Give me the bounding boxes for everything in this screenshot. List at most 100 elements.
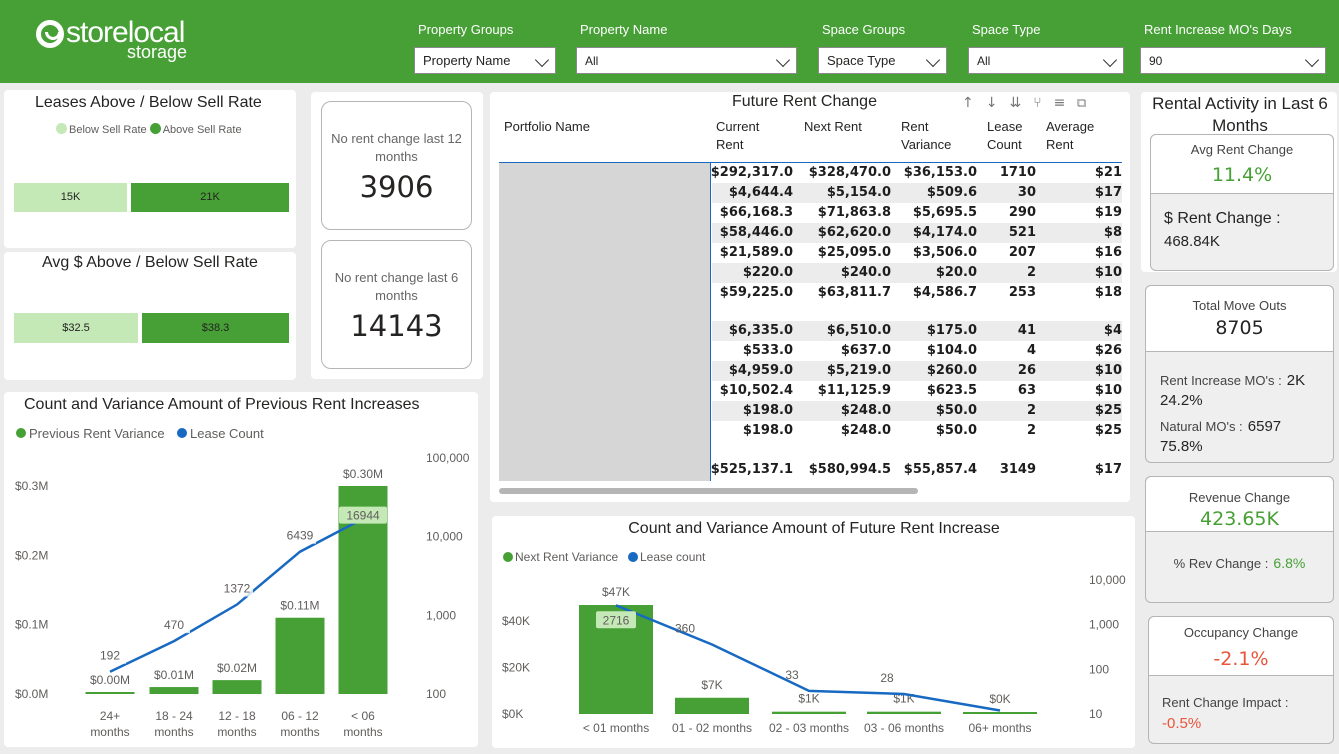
table-row[interactable]: $198.0 $248.0 $50.0 2 $25 xyxy=(712,421,1122,441)
rev-change-pct-label: % Rev Change : xyxy=(1173,556,1269,571)
legend-lease-count: Lease Count xyxy=(190,426,264,441)
legend-lease-count: Lease count xyxy=(640,550,706,564)
line-label-bg xyxy=(284,527,316,544)
y-left-tick-label: $0.0M xyxy=(15,687,48,701)
table-cell: $623.5 xyxy=(926,383,977,398)
y-right-tick-label: 100 xyxy=(1089,662,1109,676)
table-cell: $21,589.0 xyxy=(719,245,793,260)
sort-ascending-icon[interactable]: ↑ xyxy=(962,95,986,111)
line-label-bg xyxy=(339,506,387,524)
table-row[interactable]: $10,502.4 $11,125.9 $623.5 63 $10 xyxy=(712,381,1122,401)
col-header-lease-count[interactable]: Lease Count xyxy=(987,119,1023,152)
avg-above-bar[interactable]: $38.3 xyxy=(142,313,289,343)
line-data-label: 16944 xyxy=(346,509,380,523)
table-row[interactable]: $533.0 $637.0 $104.0 4 $26 xyxy=(712,341,1122,361)
col-header-current-rent[interactable]: Current Rent xyxy=(716,119,760,152)
x-tick-label: 02 - 03 months xyxy=(769,721,849,735)
table-row[interactable]: $66,168.3 $71,863.8 $5,695.5 290 $19 xyxy=(712,203,1122,223)
table-row[interactable]: $59,225.0 $63,811.7 $4,586.7 253 $18 xyxy=(712,283,1122,303)
y-right-tick-label: 100 xyxy=(426,687,446,701)
table-cell: $580,994.5 xyxy=(808,462,891,477)
table-cell: $11,125.9 xyxy=(817,383,891,398)
table-row[interactable]: $220.0 $240.0 $20.0 2 $10 xyxy=(712,263,1122,283)
bar-data-label: $0.01M xyxy=(154,668,194,682)
line-data-label: 33 xyxy=(785,668,799,682)
table-row[interactable]: $198.0 $248.0 $50.0 2 $25 xyxy=(712,401,1122,421)
col-header-next-rent[interactable]: Next Rent xyxy=(804,119,862,134)
legend-prev-variance: Previous Rent Variance xyxy=(29,426,165,441)
sort-descending-icon[interactable]: ↓ xyxy=(985,95,1010,111)
table-cell: $16 xyxy=(1094,245,1122,260)
focus-mode-icon[interactable]: ⧉ xyxy=(1077,95,1098,111)
table-cell: $248.0 xyxy=(840,423,891,438)
move-outs-card: Total Move Outs 8705 Rent Increase MO's … xyxy=(1145,285,1334,463)
rent-increase-mo-line: Rent Increase MO's : 2K xyxy=(1160,370,1305,389)
property-groups-value: Property Name xyxy=(423,53,511,68)
bar-next-variance xyxy=(963,712,1037,714)
property-name-dropdown[interactable]: All xyxy=(576,47,797,74)
table-cell: 2 xyxy=(1026,403,1036,418)
col-header-portfolio[interactable]: Portfolio Name xyxy=(504,119,590,134)
table-row[interactable]: $292,317.0 $328,470.0 $36,153.0 1710 $21 xyxy=(711,163,1122,183)
table-cell: $4,174.0 xyxy=(912,225,977,240)
table-row[interactable]: $4,644.4 $5,154.0 $509.6 30 $17 xyxy=(712,183,1122,203)
table-total-row[interactable]: $525,137.1 $580,994.5 $55,857.4 3149 $17 xyxy=(710,460,1122,480)
legend-dot-prev-variance xyxy=(16,428,26,438)
drill-icon[interactable]: ⑂ xyxy=(1033,95,1054,111)
x-tick-label: 06 - 12 months xyxy=(280,709,319,739)
table-cell: $36,153.0 xyxy=(903,165,977,180)
logo-brand: storelocal xyxy=(66,16,185,49)
table-cell: $25 xyxy=(1094,403,1122,418)
table-cell: $18 xyxy=(1094,285,1122,300)
move-outs-label: Total Move Outs xyxy=(1192,298,1287,313)
col-header-rent-variance[interactable]: Rent Variance xyxy=(901,119,952,152)
lease-count-line xyxy=(109,517,364,673)
avg-below-bar[interactable]: $32.5 xyxy=(14,313,138,343)
bar-prev-variance xyxy=(85,692,135,694)
table-cell: $509.6 xyxy=(926,185,977,200)
table-cell: 30 xyxy=(1017,185,1036,200)
table-cell: $525,137.1 xyxy=(710,462,793,477)
space-groups-dropdown[interactable]: Space Type xyxy=(818,47,947,74)
leases-below-bar[interactable]: 15K xyxy=(14,183,127,212)
leases-above-below-title: Leases Above / Below Sell Rate xyxy=(35,94,262,111)
col-header-avg-rent-increase[interactable]: Average Rent Increase xyxy=(1046,119,1096,156)
table-toolbar: ↑↓⇊⑂≡⧉ xyxy=(962,95,1098,111)
slicer-label-space-type: Space Type xyxy=(972,22,1041,37)
table-cell: $58,446.0 xyxy=(719,225,793,240)
table-row[interactable]: $6,335.0 $6,510.0 $175.0 41 $4 xyxy=(712,321,1122,341)
expand-all-icon[interactable]: ⇊ xyxy=(1009,95,1034,111)
table-row[interactable]: $4,959.0 $5,219.0 $260.0 26 $10 xyxy=(712,361,1122,381)
table-cell: $8 xyxy=(1103,225,1122,240)
table-row[interactable]: $58,446.0 $62,620.0 $4,174.0 521 $8 xyxy=(712,223,1122,243)
table-cell: 1710 xyxy=(999,165,1036,180)
table-cell: $328,470.0 xyxy=(808,165,891,180)
bar-data-label: $1K xyxy=(798,692,819,706)
natural-mo-line: Natural MO's : 6597 xyxy=(1160,416,1281,435)
table-cell: $10 xyxy=(1094,265,1122,280)
move-outs-value: 8705 xyxy=(1215,317,1264,339)
y-left-tick-label: $0.2M xyxy=(15,548,48,562)
space-type-dropdown[interactable]: All xyxy=(968,47,1124,74)
leases-above-bar[interactable]: 21K xyxy=(131,183,289,212)
table-horizontal-scrollbar[interactable] xyxy=(499,488,918,494)
table-cell: 2 xyxy=(1026,423,1036,438)
avg-rent-change-header xyxy=(1150,134,1334,194)
legend-dot-below xyxy=(56,123,67,134)
property-groups-dropdown[interactable]: Property Name xyxy=(414,47,556,74)
table-row[interactable]: $21,589.0 $25,095.0 $3,506.0 207 $16 xyxy=(712,243,1122,263)
y-left-tick-label: $40K xyxy=(502,614,530,628)
rent-increase-days-value: 90 xyxy=(1149,54,1163,68)
filter-icon[interactable]: ≡ xyxy=(1053,95,1078,111)
table-cell: $198.0 xyxy=(742,403,793,418)
rent-increase-days-dropdown[interactable]: 90 xyxy=(1140,47,1326,74)
table-column-divider xyxy=(710,163,711,481)
slicer-label-rent-increase-days: Rent Increase MO's Days xyxy=(1144,22,1292,37)
no-change-6-value: 14143 xyxy=(350,309,443,343)
occupancy-change-card: Occupancy Change -2.1% Rent Change Impac… xyxy=(1148,616,1334,744)
table-cell: $21 xyxy=(1094,165,1122,180)
y-right-tick-label: 10,000 xyxy=(426,530,463,544)
table-cell: $66,168.3 xyxy=(719,205,793,220)
rent-increase-mo-value: 2K xyxy=(1286,372,1306,389)
line-label-bg xyxy=(94,647,126,664)
